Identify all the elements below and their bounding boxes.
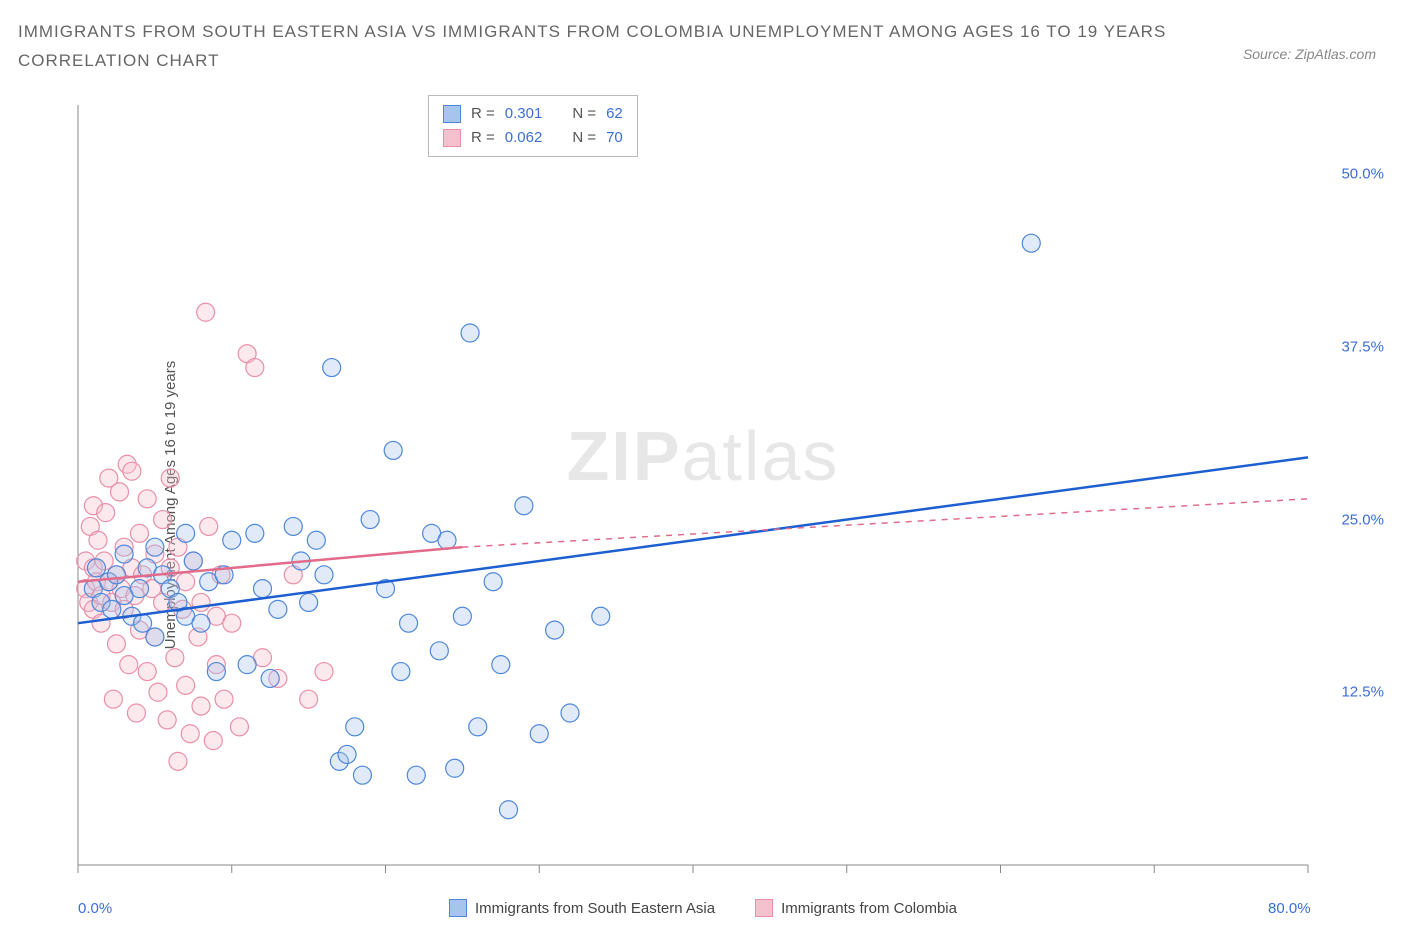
x-tick-label: 80.0% <box>1268 900 1311 917</box>
swatch-series-2 <box>443 129 461 147</box>
legend-label-series-1: Immigrants from South Eastern Asia <box>475 900 715 917</box>
legend-label-series-2: Immigrants from Colombia <box>781 900 957 917</box>
label-R: R = <box>471 102 495 126</box>
value-R-series-2: 0.062 <box>505 126 543 150</box>
chart-title: IMMIGRANTS FROM SOUTH EASTERN ASIA VS IM… <box>18 18 1166 76</box>
legend-item-series-2: Immigrants from Colombia <box>755 899 957 917</box>
swatch-series-1 <box>449 899 467 917</box>
y-tick-label: 50.0% <box>1341 166 1384 183</box>
swatch-series-1 <box>443 105 461 123</box>
y-tick-label: 37.5% <box>1341 338 1384 355</box>
label-N: N = <box>572 126 596 150</box>
chart-area: Unemployment Among Ages 16 to 19 years Z… <box>18 95 1388 915</box>
bottom-legend: Immigrants from South Eastern Asia Immig… <box>449 899 957 917</box>
value-R-series-1: 0.301 <box>505 102 543 126</box>
x-tick-label: 0.0% <box>78 900 112 917</box>
y-tick-label: 12.5% <box>1341 684 1384 701</box>
title-line-1: IMMIGRANTS FROM SOUTH EASTERN ASIA VS IM… <box>18 22 1166 41</box>
y-tick-label: 25.0% <box>1341 511 1384 528</box>
title-line-2: CORRELATION CHART <box>18 51 220 70</box>
stats-row-series-1: R = 0.301 N = 62 <box>443 102 623 126</box>
scatter-chart-svg <box>18 95 1388 915</box>
label-R: R = <box>471 126 495 150</box>
stats-row-series-2: R = 0.062 N = 70 <box>443 126 623 150</box>
source-attribution: Source: ZipAtlas.com <box>1243 46 1376 62</box>
legend-item-series-1: Immigrants from South Eastern Asia <box>449 899 715 917</box>
label-N: N = <box>572 102 596 126</box>
stats-legend-box: R = 0.301 N = 62 R = 0.062 N = 70 <box>428 95 638 157</box>
swatch-series-2 <box>755 899 773 917</box>
value-N-series-2: 70 <box>606 126 623 150</box>
value-N-series-1: 62 <box>606 102 623 126</box>
